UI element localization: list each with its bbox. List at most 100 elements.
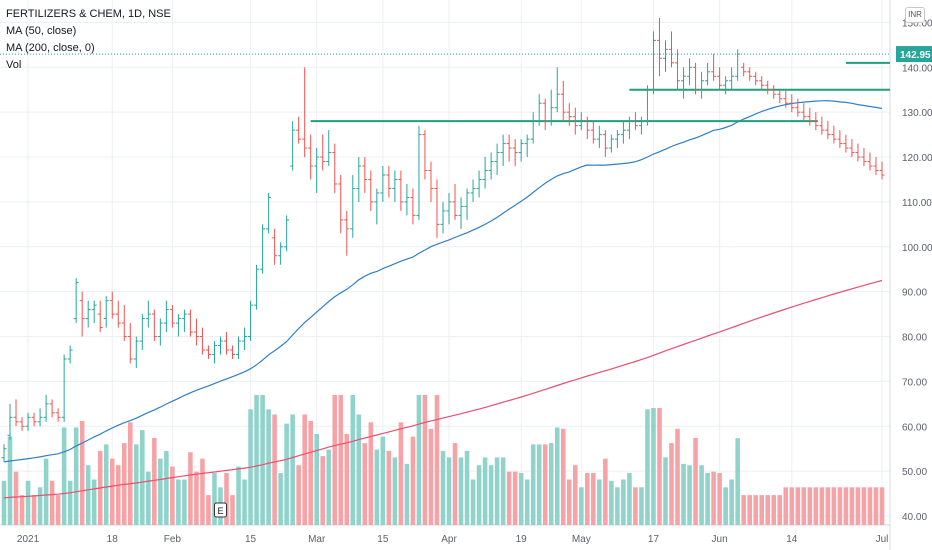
volume-bar <box>200 458 205 525</box>
ohlc-bar <box>602 130 608 158</box>
volume-bar <box>687 465 692 525</box>
volume-bar <box>494 457 500 525</box>
ohlc-bar <box>590 121 596 144</box>
volume-bar <box>831 487 837 525</box>
volume-bar <box>109 458 115 525</box>
ohlc-bar <box>356 157 362 202</box>
volume-bar <box>290 414 295 525</box>
legend-ma50: MA (50, close) <box>6 25 77 37</box>
volume-bar <box>711 471 716 525</box>
ohlc-bar <box>248 300 254 342</box>
ohlc-bar <box>470 179 476 202</box>
ohlc-bar <box>596 125 602 149</box>
ohlc-bar <box>861 148 867 167</box>
volume-bar <box>801 487 807 525</box>
ohlc-bar <box>374 188 380 225</box>
ohlc-bar <box>224 332 230 355</box>
price-tick-label: 60.00 <box>902 422 927 433</box>
ohlc-bar <box>867 152 873 171</box>
ohlc-bar <box>669 31 675 68</box>
legend-vol: Vol <box>6 59 22 71</box>
price-tick-label: 50.00 <box>902 467 927 478</box>
ohlc-bar <box>169 305 175 328</box>
volume-bar <box>699 465 704 525</box>
ohlc-bar <box>91 300 97 324</box>
ohlc-bar <box>13 399 19 427</box>
legend-ma200: MA (200, close, 0) <box>6 42 95 54</box>
ohlc-bar <box>55 408 61 422</box>
ohlc-bar <box>699 71 705 99</box>
ohlc-bar <box>638 116 644 135</box>
volume-bar <box>837 487 843 525</box>
ohlc-bar <box>103 296 109 328</box>
volume-bar <box>206 495 211 525</box>
volume-bar <box>446 457 452 525</box>
time-tick-label: Feb <box>164 534 182 545</box>
volume-bar <box>43 458 49 525</box>
volume-bar <box>254 395 259 525</box>
volume-bar <box>49 480 55 525</box>
volume-bar <box>134 444 139 525</box>
volume-bar <box>1 480 7 525</box>
ohlc-bar <box>326 130 332 167</box>
volume-bar <box>416 395 422 525</box>
volume-bar <box>789 487 795 525</box>
ohlc-bar <box>416 125 422 220</box>
ohlc-bar <box>205 345 211 359</box>
volume-bar <box>31 495 37 525</box>
price-axis[interactable]: 150.00 140.00 130.00 120.00 110.00 100.00 90.0… <box>896 18 932 523</box>
time-axis[interactable]: 2021 18 Feb 15 Mar 15 Apr 19 May 17 Jun 14 Jul <box>17 534 888 545</box>
ohlc-bar <box>392 170 398 202</box>
volume-bar <box>795 487 801 525</box>
volume-bar <box>164 450 169 525</box>
time-tick-label: 14 <box>786 534 798 545</box>
volume-bar <box>278 473 283 525</box>
volume-bar <box>386 450 392 525</box>
currency-badge[interactable]: INR <box>905 7 925 23</box>
volume-bar <box>55 495 61 525</box>
time-tick-label: 2021 <box>17 534 40 545</box>
ohlc-bar <box>199 327 205 355</box>
volume-bar <box>753 495 758 525</box>
ohlc-bars <box>1 17 885 463</box>
ma200-path <box>3 279 883 499</box>
volume-bar <box>645 409 650 525</box>
volume-bar <box>855 487 861 525</box>
ohlc-bar <box>711 53 717 81</box>
ohlc-bar <box>855 143 861 162</box>
price-tick-label: 90.00 <box>902 288 927 299</box>
ohlc-bar <box>7 403 13 440</box>
time-tick-label: 18 <box>107 534 119 545</box>
ohlc-bar <box>151 309 157 342</box>
ohlc-bar <box>344 210 350 256</box>
ohlc-bar <box>43 394 49 422</box>
volume-bar <box>308 421 313 525</box>
ohlc-bar <box>254 264 260 310</box>
volume-bar <box>560 428 566 525</box>
volume-bar <box>849 487 855 525</box>
ohlc-bar <box>434 179 440 238</box>
ohlc-bar <box>19 417 25 431</box>
ohlc-bar <box>644 85 650 126</box>
ohlc-bar <box>127 323 133 364</box>
ohlc-bar <box>656 17 662 77</box>
time-tick-label: 19 <box>516 534 528 545</box>
ohlc-bar <box>79 291 85 337</box>
volume-bar <box>669 443 674 525</box>
volume-bar <box>79 421 85 525</box>
volume-bar <box>879 487 885 525</box>
price-tick-label: 40.00 <box>902 512 927 523</box>
ohlc-bar <box>31 412 37 427</box>
ohlc-bar <box>145 300 151 328</box>
legend-title: FERTILIZERS & CHEM, 1D, NSE <box>6 8 171 20</box>
volume-bar <box>398 422 404 525</box>
volume-bar <box>302 414 307 525</box>
volume-bar <box>230 495 235 525</box>
volume-bar <box>350 395 356 525</box>
volume-bar <box>146 471 151 525</box>
ohlc-bar <box>211 341 217 364</box>
ohlc-bar <box>85 300 91 328</box>
volume-bar <box>759 495 764 525</box>
volume-bar <box>356 414 362 525</box>
